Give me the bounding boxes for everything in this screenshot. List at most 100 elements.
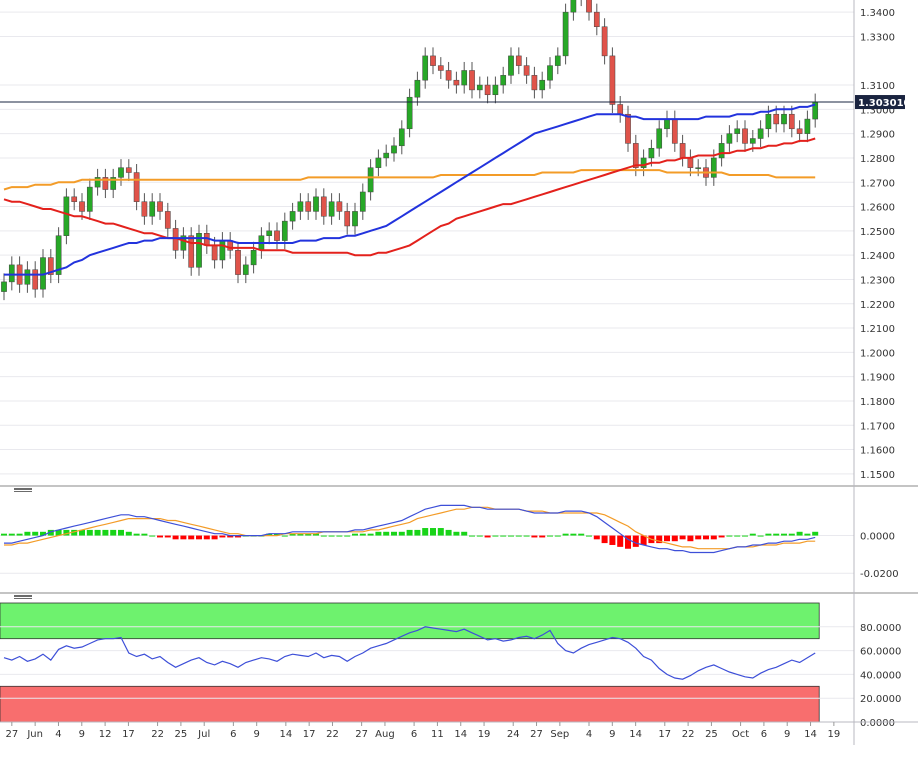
macd-hist-pos: [773, 533, 780, 536]
candle-up: [219, 240, 226, 261]
x-tick-label: 6: [230, 729, 236, 740]
macd-hist-pos: [297, 533, 304, 536]
x-tick-label: 25: [175, 729, 188, 740]
candle-down: [593, 11, 600, 27]
rsi-line: [3, 626, 816, 680]
candle-down: [141, 201, 148, 217]
candle-up: [383, 152, 390, 159]
candle-down: [617, 104, 624, 115]
macd-hist-pos: [781, 533, 787, 536]
x-tick-label: Oct: [732, 729, 749, 740]
candle-up: [110, 177, 117, 190]
candle-up: [24, 269, 31, 285]
macd-hist-neg: [235, 535, 241, 538]
x-tick-label: 14: [804, 729, 817, 740]
candle-down: [188, 235, 195, 268]
candle-up: [718, 143, 725, 159]
resize-handle-rsi[interactable]: [14, 595, 32, 597]
macd-hist-neg: [157, 535, 163, 538]
x-tick-label: Jul: [197, 729, 210, 740]
macd-hist-pos: [796, 531, 803, 536]
candle-up: [476, 84, 483, 91]
price-tick-label: 1.1500: [860, 470, 895, 481]
price-tick-label: 1.2700: [860, 178, 895, 189]
x-axis: 27 Jun 4 9 12 17 22 25 Jul 6 9 14 17 22 27 Aug 6 11 14 19 24…: [0, 721, 918, 740]
price-tick-label: 1.2000: [860, 348, 895, 359]
candle-up: [461, 70, 468, 86]
macd-hist-pos: [274, 533, 280, 536]
candle-down: [523, 65, 530, 76]
x-tick-label: 9: [784, 729, 790, 740]
candle-up: [508, 55, 514, 76]
macd-hist-pos: [289, 533, 296, 536]
candle-up: [757, 128, 764, 139]
candle-down: [742, 128, 748, 144]
macd-tick-label: 0.0000: [860, 532, 895, 543]
resize-handle-macd[interactable]: [14, 488, 32, 490]
price-panel: 1.3400 1.3300 1.3100 1.3000 1.2900 1.2800 1.27…: [0, 0, 905, 481]
macd-hist-pos: [149, 535, 156, 537]
candle-up: [242, 264, 249, 275]
x-tick-label: 14: [454, 729, 467, 740]
candle-up: [422, 55, 429, 81]
candle-up: [554, 55, 561, 66]
macd-hist-pos: [812, 531, 819, 536]
macd-hist-pos: [445, 529, 452, 536]
candle-up: [749, 138, 756, 144]
candle-down: [430, 55, 436, 66]
macd-hist-neg: [196, 535, 202, 540]
candle-down: [453, 79, 460, 86]
macd-hist-pos: [461, 531, 468, 536]
candle-down: [211, 245, 218, 261]
macd-hist-neg: [180, 535, 187, 540]
candle-up: [328, 201, 335, 217]
candle-up: [196, 233, 202, 268]
candle-down: [484, 84, 491, 96]
candle-up: [297, 201, 304, 212]
x-tick-label: 22: [682, 729, 695, 740]
candle-up: [781, 113, 787, 125]
macd-hist-neg: [671, 535, 678, 542]
candle-up: [695, 167, 702, 169]
candle-up: [710, 157, 717, 178]
price-tick-label: 1.1600: [860, 446, 895, 457]
rsi-tick-label: 20.0000: [860, 694, 901, 705]
sma-55-line: [4, 103, 816, 276]
macd-hist-pos: [55, 529, 62, 536]
macd-hist-pos: [375, 531, 382, 536]
candle-down: [336, 201, 343, 212]
x-tick-label: 17: [658, 729, 671, 740]
macd-hist-pos: [757, 535, 764, 537]
macd-hist-pos: [453, 531, 460, 536]
candle-down: [32, 269, 39, 290]
macd-hist-pos: [406, 529, 413, 536]
candle-down: [79, 201, 85, 212]
candle-up: [414, 79, 421, 98]
macd-hist-pos: [578, 533, 585, 536]
resize-handle-rsi-line[interactable]: [14, 598, 32, 599]
resize-handle-macd-line[interactable]: [14, 491, 32, 492]
macd-hist-neg: [656, 535, 663, 544]
x-tick-label: 9: [79, 729, 85, 740]
candle-up: [63, 196, 70, 236]
macd-hist-pos: [40, 531, 46, 536]
x-tick-label: 11: [431, 729, 444, 740]
macd-hist-pos: [1, 533, 7, 536]
candle-up: [539, 79, 546, 91]
candle-up: [94, 177, 101, 188]
macd-hist-neg: [710, 535, 717, 540]
macd-hist-pos: [422, 528, 429, 536]
x-tick-label: Sep: [550, 729, 569, 740]
candle-up: [734, 128, 741, 134]
candle-up: [664, 118, 670, 130]
candle-up: [648, 147, 655, 159]
price-tick-label: 1.2500: [860, 227, 895, 238]
macd-hist-neg: [203, 535, 210, 540]
macd-signal-line: [4, 506, 816, 550]
macd-hist-neg: [164, 535, 171, 538]
candle-down: [679, 143, 686, 159]
macd-hist-pos: [16, 533, 23, 536]
x-tick-label: 14: [279, 729, 292, 740]
macd-hist-pos: [742, 535, 748, 537]
candle-up: [398, 128, 405, 147]
